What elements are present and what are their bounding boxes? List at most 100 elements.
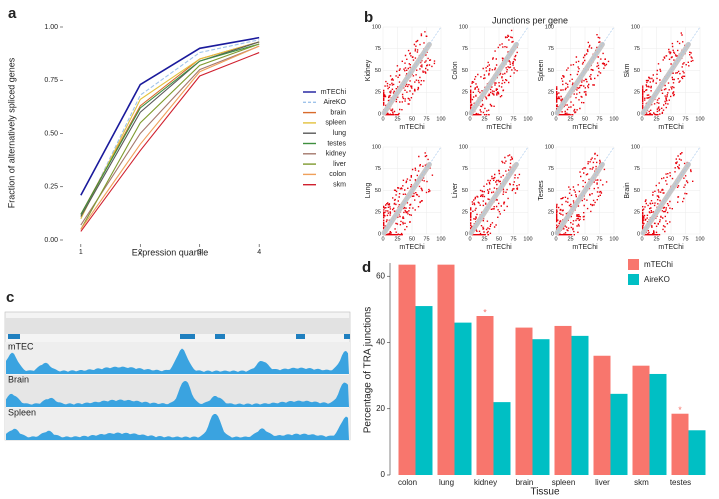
- y-axis-title: Lung: [365, 183, 372, 199]
- y-axis-title: Brain: [624, 182, 631, 198]
- legend-label: mTEChi: [644, 260, 673, 269]
- x-tick-label: 100: [609, 236, 618, 242]
- y-tick-label: 0.25: [44, 184, 58, 191]
- y-tick-label: 0.75: [44, 77, 58, 84]
- bar: [515, 327, 533, 475]
- x-tick-label: 2: [138, 249, 142, 256]
- series-line: [80, 43, 260, 230]
- x-tick-label: 25: [653, 236, 659, 242]
- track-bg: [5, 408, 350, 440]
- legend-label: spleen: [325, 120, 346, 127]
- x-tick-label: colon: [398, 478, 417, 487]
- y-tick-label: 75: [634, 166, 640, 172]
- y-tick-label: 25: [375, 210, 381, 216]
- x-axis-title: mTEChi: [658, 124, 684, 131]
- y-axis-title: Skm: [624, 63, 631, 77]
- bar: [398, 264, 416, 475]
- x-tick-label: 50: [496, 236, 502, 242]
- feature: [180, 334, 195, 339]
- y-tick-label: 0: [465, 111, 468, 117]
- legend-label: liver: [333, 161, 347, 168]
- y-tick-label: 50: [548, 188, 554, 194]
- y-axis-title: Fraction of alternatively spliced genes: [6, 57, 16, 208]
- x-tick-label: 25: [567, 116, 573, 122]
- series-line: [80, 41, 260, 219]
- x-axis-title: mTEChi: [486, 244, 512, 251]
- coverage: [6, 381, 349, 407]
- legend-swatch: [628, 274, 639, 285]
- y-axis-title: Liver: [452, 182, 459, 198]
- y-tick-label: 0.00: [44, 237, 58, 244]
- feature: [215, 334, 225, 339]
- annotation: *: [678, 405, 682, 415]
- y-tick-label: 1.00: [44, 24, 58, 31]
- y-tick-label: 0: [465, 231, 468, 237]
- series-line: [80, 52, 260, 232]
- y-tick-label: 75: [634, 46, 640, 52]
- chart-title: Junctions per gene: [492, 15, 568, 25]
- legend-label: kidney: [326, 151, 347, 158]
- legend-label: AireKO: [323, 99, 346, 106]
- x-tick-label: 0: [554, 116, 557, 122]
- x-axis-title: mTEChi: [658, 244, 684, 251]
- feature: [344, 334, 350, 339]
- x-axis-title: mTEChi: [572, 124, 598, 131]
- x-tick-label: 4: [257, 249, 261, 256]
- ruler: [5, 318, 350, 334]
- bar: [571, 335, 589, 475]
- bar: [632, 365, 650, 475]
- legend-label: lung: [333, 130, 346, 137]
- x-tick-label: lung: [439, 478, 454, 487]
- bar: [476, 316, 494, 475]
- x-tick-label: brain: [516, 478, 534, 487]
- y-tick-label: 100: [631, 144, 640, 150]
- x-tick-label: 100: [695, 236, 704, 242]
- x-tick-label: 50: [582, 116, 588, 122]
- y-tick-label: 25: [375, 90, 381, 96]
- y-axis-title: Testes: [538, 180, 545, 201]
- y-tick-label: 60: [376, 271, 385, 280]
- y-tick-label: 0: [551, 231, 554, 237]
- y-tick-label: 75: [462, 46, 468, 52]
- y-tick-label: 100: [545, 24, 554, 30]
- x-axis-title: mTEChi: [399, 244, 425, 251]
- y-tick-label: 50: [375, 188, 381, 194]
- x-tick-label: 50: [668, 236, 674, 242]
- x-tick-label: 100: [523, 116, 532, 122]
- x-tick-label: 0: [468, 236, 471, 242]
- x-axis-title: mTEChi: [486, 124, 512, 131]
- plot-area: [63, 23, 277, 244]
- y-axis-title: Percentage of TRA junctions: [363, 307, 374, 434]
- x-tick-label: 75: [423, 116, 429, 122]
- x-tick-label: 50: [668, 116, 674, 122]
- y-tick-label: 50: [634, 68, 640, 74]
- track-label: Spleen: [8, 407, 36, 417]
- bar: [493, 402, 511, 475]
- x-tick-label: 1: [79, 249, 83, 256]
- x-axis-title: mTEChi: [572, 244, 598, 251]
- x-tick-label: 50: [409, 116, 415, 122]
- bar: [593, 355, 611, 475]
- annotation: *: [483, 307, 487, 317]
- y-tick-label: 50: [462, 68, 468, 74]
- x-tick-label: 75: [510, 236, 516, 242]
- y-axis-title: Spleen: [538, 59, 545, 81]
- y-tick-label: 100: [545, 144, 554, 150]
- legend-label: colon: [329, 171, 346, 178]
- x-tick-label: 0: [640, 236, 643, 242]
- y-tick-label: 75: [548, 166, 554, 172]
- series-line: [80, 39, 260, 219]
- series-line: [80, 41, 260, 217]
- y-tick-label: 50: [375, 68, 381, 74]
- legend-swatch: [628, 259, 639, 270]
- bar: [610, 393, 628, 475]
- x-tick-label: kidney: [474, 478, 497, 487]
- y-axis-title: Kidney: [365, 59, 372, 81]
- y-tick-label: 100: [459, 24, 468, 30]
- y-tick-label: 75: [462, 166, 468, 172]
- y-tick-label: 25: [634, 210, 640, 216]
- x-tick-label: 100: [523, 236, 532, 242]
- x-tick-label: liver: [595, 478, 610, 487]
- y-tick-label: 75: [375, 166, 381, 172]
